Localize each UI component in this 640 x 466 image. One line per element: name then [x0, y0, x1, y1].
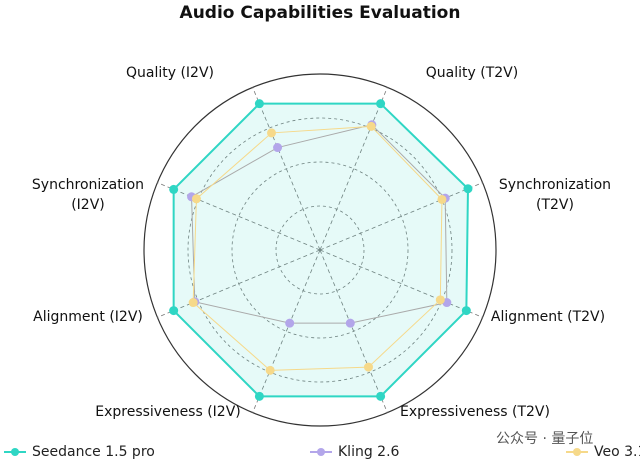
- spoke: [252, 249, 321, 413]
- series-point: [273, 143, 283, 153]
- axis-label: Alignment (I2V): [33, 309, 143, 325]
- legend-icon: [4, 448, 26, 456]
- legend-item: Veo 3.1: [566, 444, 640, 460]
- grid-circle: [143, 73, 497, 427]
- series-point: [366, 121, 376, 131]
- series-point: [461, 306, 471, 316]
- series-point: [376, 99, 386, 109]
- legend-label: Kling 2.6: [338, 444, 400, 460]
- axis-label: Alignment (T2V): [490, 309, 606, 325]
- spoke: [157, 249, 321, 318]
- legend-label: Veo 3.1: [594, 444, 640, 460]
- series-point: [169, 306, 179, 316]
- series-point: [169, 184, 179, 194]
- axis-label: Quality (T2V): [425, 65, 519, 81]
- legend-marker: [573, 448, 581, 456]
- chart-title: Audio Capabilities Evaluation: [179, 3, 461, 23]
- series-point: [463, 184, 473, 194]
- series-point: [191, 194, 201, 204]
- series-point: [265, 365, 275, 375]
- grid-circle: [231, 161, 409, 339]
- grid-circle: [187, 117, 453, 383]
- spoke: [157, 182, 321, 251]
- spoke: [319, 87, 388, 251]
- spoke: [319, 182, 483, 251]
- series-area: [172, 102, 469, 398]
- axis-label: Expressiveness (I2V): [95, 404, 241, 420]
- series-point: [254, 99, 264, 109]
- legend-label: Seedance 1.5 pro: [32, 444, 155, 460]
- legend-icon: [310, 448, 332, 456]
- series-point: [363, 362, 373, 372]
- axis-label: Synchronization (I2V): [31, 177, 145, 213]
- legend-marker: [317, 448, 325, 456]
- legend-marker: [11, 448, 19, 456]
- series-point: [437, 194, 447, 204]
- legend-item: Seedance 1.5 pro: [4, 444, 155, 460]
- legend-icon: [566, 448, 588, 456]
- legend-item: Kling 2.6: [310, 444, 399, 460]
- axis-label: Synchronization (T2V): [498, 177, 612, 213]
- series-point: [285, 318, 295, 328]
- spoke: [252, 87, 321, 251]
- watermark: 公众号 · 量子位: [496, 431, 594, 447]
- axis-label: Expressiveness (T2V): [400, 404, 550, 420]
- spoke: [319, 249, 388, 413]
- spoke: [319, 249, 483, 318]
- grid-circle: [275, 205, 365, 295]
- series-point: [188, 298, 198, 308]
- series-point: [267, 128, 277, 138]
- series-point: [435, 295, 445, 305]
- series-point: [254, 391, 264, 401]
- axis-label: Quality (I2V): [125, 65, 214, 81]
- series-point: [376, 391, 386, 401]
- series-point: [345, 318, 355, 328]
